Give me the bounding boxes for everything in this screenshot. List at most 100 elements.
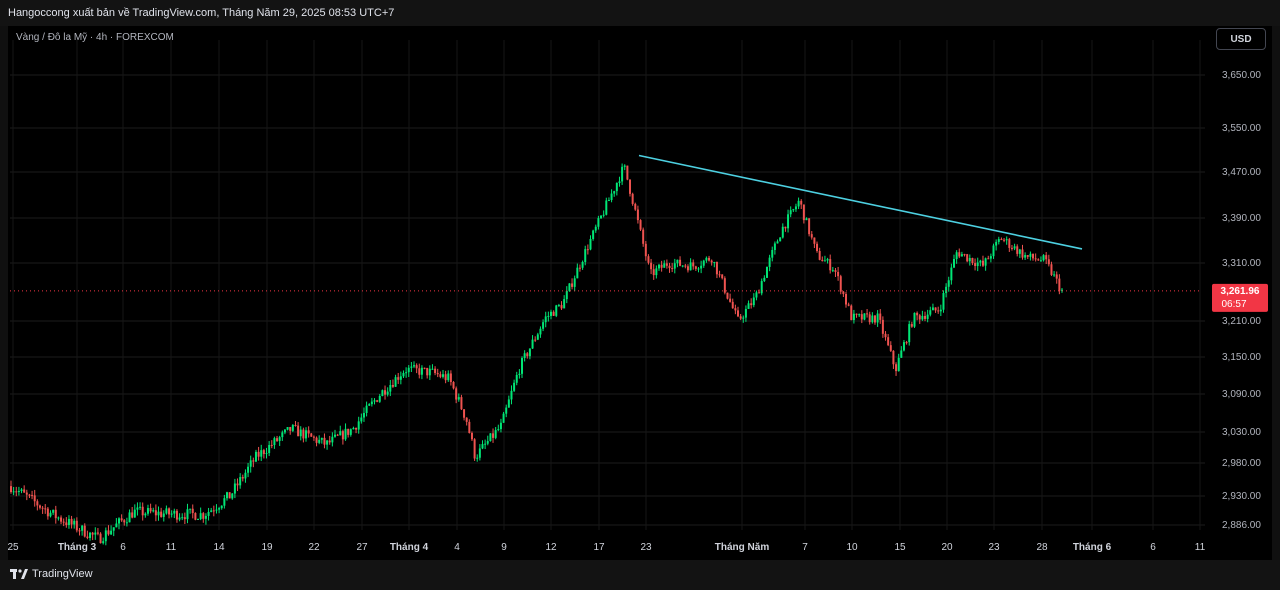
candle [721, 274, 724, 280]
candle [102, 537, 105, 545]
candle [552, 310, 555, 316]
candle [333, 429, 336, 438]
candle [555, 304, 558, 318]
currency-button[interactable]: USD [1216, 28, 1266, 50]
candle [663, 260, 666, 268]
candle [847, 302, 850, 307]
candle [1039, 256, 1042, 262]
candle [592, 229, 595, 241]
candle [947, 276, 950, 292]
candle [36, 499, 39, 511]
candle [46, 507, 49, 520]
candle [755, 290, 758, 301]
candle [94, 527, 97, 540]
candle [357, 416, 360, 434]
x-tick-label: 25 [7, 542, 19, 553]
candle [805, 217, 808, 221]
x-axis: 25 Tháng 3 6 11 14 19 22 27 Tháng 4 4 9 12 17 23 Tháng… [7, 542, 1205, 553]
y-tick-label: 3,090.00 [1222, 389, 1261, 400]
candle [1000, 237, 1003, 241]
candle [615, 182, 618, 196]
candle [376, 399, 379, 403]
candle [457, 393, 460, 402]
x-tick-label: 23 [988, 542, 1000, 553]
candle [204, 513, 207, 525]
candle [713, 261, 716, 268]
y-tick-label: 3,210.00 [1222, 316, 1261, 327]
candle [62, 518, 65, 527]
candle [157, 506, 160, 521]
candle [758, 289, 761, 294]
candle [518, 369, 521, 379]
candle [402, 370, 405, 378]
candle [694, 265, 697, 271]
candle [270, 440, 273, 449]
candle [729, 293, 732, 303]
candle [17, 486, 20, 496]
candle [444, 370, 447, 384]
candle [323, 433, 326, 449]
x-tick-label: 19 [261, 542, 273, 553]
brand-name: TradingView [32, 568, 93, 580]
candle [28, 493, 31, 498]
candle [439, 371, 442, 379]
candle [160, 507, 163, 518]
candle [989, 253, 992, 263]
candle [837, 266, 840, 281]
candle [254, 449, 257, 463]
candle [605, 197, 608, 216]
candle [905, 340, 908, 345]
brand[interactable]: TradingView [10, 568, 93, 580]
candle [829, 254, 832, 274]
candle [797, 197, 800, 210]
candle [499, 418, 502, 433]
candle [96, 528, 99, 536]
candle [673, 258, 676, 274]
candle [249, 455, 252, 473]
candle [252, 457, 255, 468]
symbol-legend[interactable]: Vàng / Đô la Mỹ · 4h · FOREXCOM [16, 32, 174, 43]
candle [902, 339, 905, 352]
candle [91, 531, 94, 541]
candle [194, 512, 197, 521]
candle [1050, 261, 1053, 277]
candle [44, 504, 47, 514]
x-tick-label: 10 [846, 542, 858, 553]
candle [974, 258, 977, 271]
candle [41, 505, 44, 514]
x-tick-label: 9 [501, 542, 507, 553]
candle [800, 199, 803, 209]
candle [526, 351, 529, 359]
candle [839, 274, 842, 295]
y-tick-label: 2,980.00 [1222, 458, 1261, 469]
candle [360, 413, 363, 424]
candle [281, 430, 284, 441]
candle [83, 523, 86, 538]
candle [971, 257, 974, 266]
x-tick-label: 17 [593, 542, 605, 553]
x-tick-label: 14 [213, 542, 225, 553]
candle [1016, 244, 1019, 257]
candle [389, 379, 392, 397]
candle [931, 303, 934, 311]
candle [542, 319, 545, 332]
candle [215, 504, 218, 514]
candle [924, 311, 927, 322]
candle [897, 353, 900, 372]
candle [125, 517, 128, 527]
candle [207, 507, 210, 521]
candle [1008, 237, 1011, 252]
candle [305, 427, 308, 442]
candle [744, 305, 747, 322]
candle [60, 515, 63, 525]
candle [210, 507, 213, 513]
candle [742, 315, 745, 323]
candle [715, 261, 718, 279]
candle [739, 314, 742, 321]
candle [291, 424, 294, 433]
candle [589, 235, 592, 251]
candle [455, 386, 458, 404]
candle [133, 504, 136, 518]
candle [737, 306, 740, 318]
